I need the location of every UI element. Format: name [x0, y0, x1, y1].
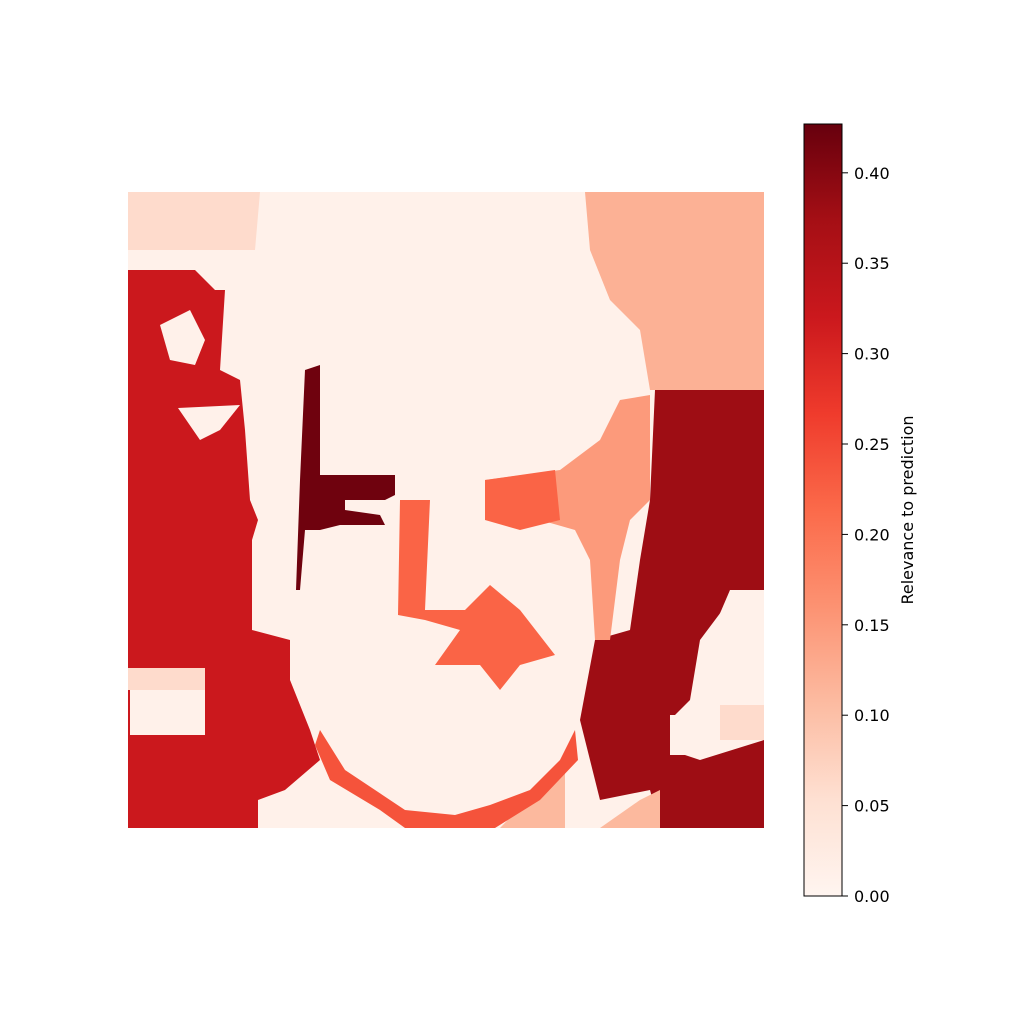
colorbar-label: Relevance to prediction — [898, 415, 917, 604]
region-light-patch-right-3 — [720, 705, 764, 740]
colorbar-tick-label: 0.00 — [854, 887, 890, 906]
region-left-eye-strip — [296, 365, 395, 590]
colorbar-tick-label: 0.20 — [854, 525, 890, 544]
colorbar-gradient — [803, 123, 843, 897]
colorbar-tick-label: 0.40 — [854, 164, 890, 183]
region-shoulder-right-2 — [600, 790, 660, 828]
colorbar: 0.00 0.05 0.10 0.15 0.20 0.25 0.30 0.35 0.40 Rel… — [803, 123, 917, 906]
colorbar-tick-label: 0.25 — [854, 435, 890, 454]
region-light-patch-left-3 — [178, 405, 240, 440]
region-nose-cheek-2 — [485, 470, 560, 530]
region-background-right — [580, 390, 764, 828]
colorbar-ticks: 0.00 0.05 0.10 0.15 0.20 0.25 0.30 0.35 0.40 — [842, 164, 890, 906]
region-hair-top-right — [585, 192, 764, 390]
region-light-patch-right-2 — [670, 715, 700, 755]
region-light-patch-left-1 — [160, 310, 205, 365]
region-light-patch-left-2 — [130, 680, 205, 735]
region-light-patch-right-1 — [700, 590, 764, 710]
region-right-cheek — [485, 395, 650, 640]
region-chin-outline — [315, 730, 578, 828]
colorbar-tick-label: 0.15 — [854, 616, 890, 635]
colorbar-tick-label: 0.10 — [854, 706, 890, 725]
region-light-patch-bottom-left — [128, 668, 205, 690]
region-nose-cheek — [398, 500, 555, 690]
relevance-heatmap — [128, 192, 764, 828]
colorbar-tick-label: 0.30 — [854, 345, 890, 364]
colorbar-tick-label: 0.35 — [854, 254, 890, 273]
region-light-patch-top-left — [128, 192, 260, 250]
colorbar-tick-label: 0.05 — [854, 797, 890, 816]
